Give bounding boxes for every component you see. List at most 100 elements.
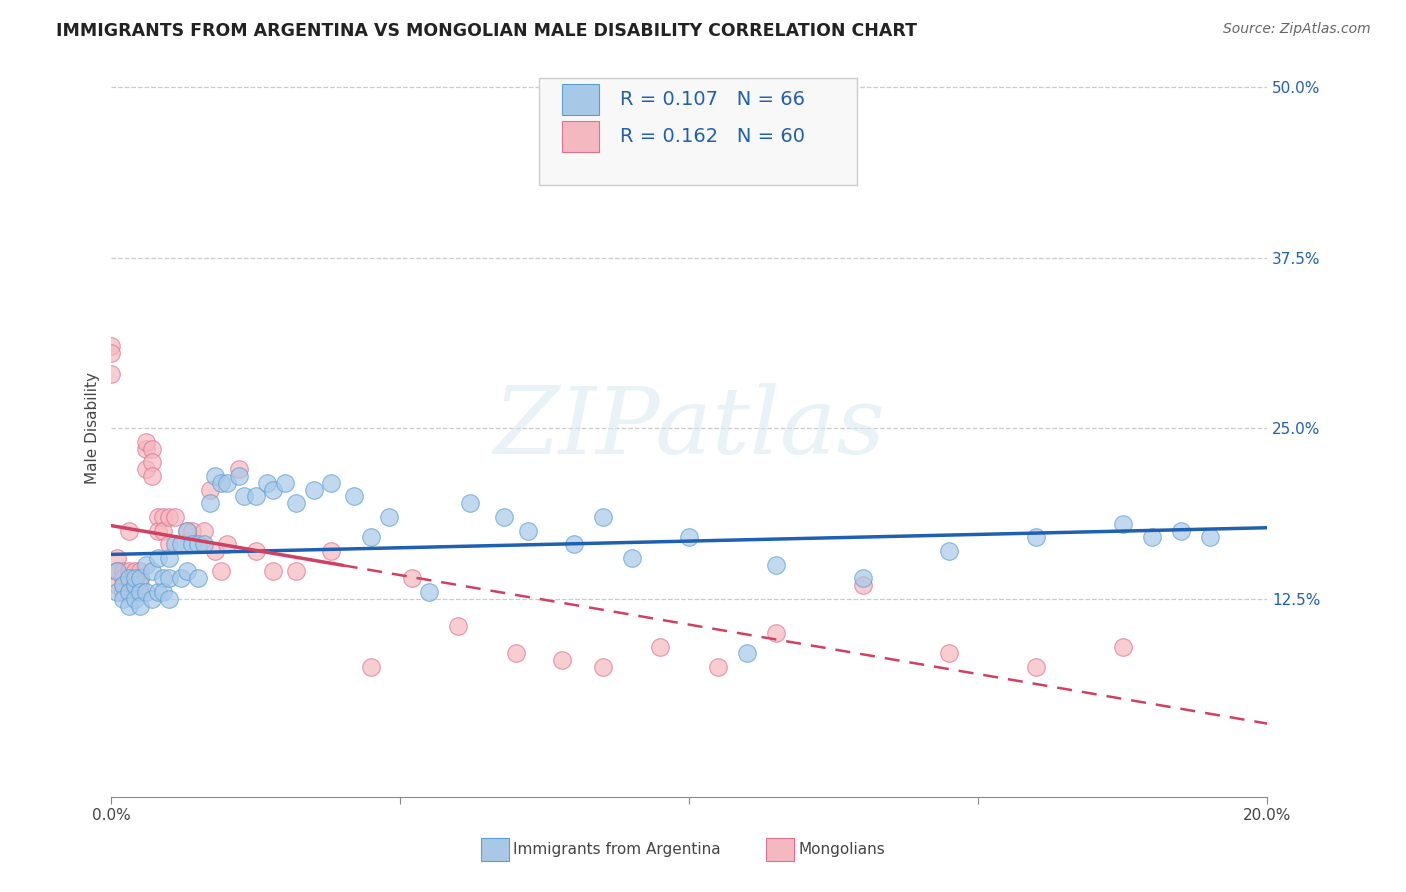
Point	[215, 537, 238, 551]
Point	[152, 571, 174, 585]
Point	[146, 550, 169, 565]
Point	[256, 475, 278, 490]
Point	[152, 585, 174, 599]
Point	[152, 524, 174, 538]
Point	[124, 578, 146, 592]
Point	[1025, 660, 1047, 674]
Point	[1112, 640, 1135, 654]
FancyBboxPatch shape	[538, 78, 858, 185]
Bar	[562, 84, 599, 115]
Point	[135, 442, 157, 456]
Point	[146, 524, 169, 538]
Point	[135, 434, 157, 449]
Point	[141, 442, 163, 456]
Point	[176, 524, 198, 538]
Point	[163, 537, 186, 551]
Point	[129, 585, 152, 599]
Point	[418, 585, 440, 599]
Point	[285, 565, 308, 579]
Point	[141, 455, 163, 469]
Text: ZIPatlas: ZIPatlas	[494, 384, 886, 473]
Point	[118, 585, 141, 599]
Text: Immigrants from Argentina: Immigrants from Argentina	[513, 842, 721, 856]
Point	[152, 509, 174, 524]
Point	[157, 550, 180, 565]
Point	[938, 544, 960, 558]
Point	[551, 653, 574, 667]
Point	[319, 544, 342, 558]
Point	[129, 599, 152, 613]
Point	[193, 524, 215, 538]
Point	[111, 578, 134, 592]
Point	[494, 509, 516, 524]
Point	[124, 585, 146, 599]
Point	[118, 599, 141, 613]
Point	[111, 578, 134, 592]
Point	[157, 571, 180, 585]
Point	[111, 585, 134, 599]
Point	[105, 565, 128, 579]
Point	[146, 509, 169, 524]
Point	[1198, 530, 1220, 544]
Point	[135, 558, 157, 572]
Point	[447, 619, 470, 633]
Text: IMMIGRANTS FROM ARGENTINA VS MONGOLIAN MALE DISABILITY CORRELATION CHART: IMMIGRANTS FROM ARGENTINA VS MONGOLIAN M…	[56, 22, 917, 40]
Point	[129, 571, 152, 585]
Bar	[562, 121, 599, 152]
Point	[562, 537, 585, 551]
Point	[187, 571, 209, 585]
Point	[198, 483, 221, 497]
Point	[193, 537, 215, 551]
Point	[118, 578, 141, 592]
Point	[360, 530, 382, 544]
Point	[105, 550, 128, 565]
Point	[118, 571, 141, 585]
Point	[852, 578, 875, 592]
Point	[157, 509, 180, 524]
Point	[458, 496, 481, 510]
Point	[228, 462, 250, 476]
Point	[274, 475, 297, 490]
Point	[378, 509, 401, 524]
Point	[141, 565, 163, 579]
Point	[592, 660, 614, 674]
Point	[176, 524, 198, 538]
Point	[124, 565, 146, 579]
Point	[765, 626, 787, 640]
Point	[735, 646, 758, 660]
Y-axis label: Male Disability: Male Disability	[86, 372, 100, 484]
Point	[129, 571, 152, 585]
Point	[707, 660, 730, 674]
Point	[245, 544, 267, 558]
Point	[118, 524, 141, 538]
Point	[650, 640, 672, 654]
Point	[285, 496, 308, 510]
Point	[141, 591, 163, 606]
Point	[938, 646, 960, 660]
Point	[118, 571, 141, 585]
Point	[146, 585, 169, 599]
Point	[170, 537, 193, 551]
Point	[215, 475, 238, 490]
Point	[620, 550, 643, 565]
Point	[592, 509, 614, 524]
Point	[157, 537, 180, 551]
Point	[118, 565, 141, 579]
Point	[105, 565, 128, 579]
Point	[262, 483, 284, 497]
Point	[209, 565, 232, 579]
Point	[505, 646, 527, 660]
Point	[176, 565, 198, 579]
Point	[262, 565, 284, 579]
Point	[141, 469, 163, 483]
Point	[181, 524, 204, 538]
Point	[129, 578, 152, 592]
Point	[678, 530, 700, 544]
Point	[105, 578, 128, 592]
Point	[204, 544, 226, 558]
Text: Mongolians: Mongolians	[799, 842, 886, 856]
Point	[163, 509, 186, 524]
Point	[181, 537, 204, 551]
Point	[129, 565, 152, 579]
Point	[100, 339, 122, 353]
